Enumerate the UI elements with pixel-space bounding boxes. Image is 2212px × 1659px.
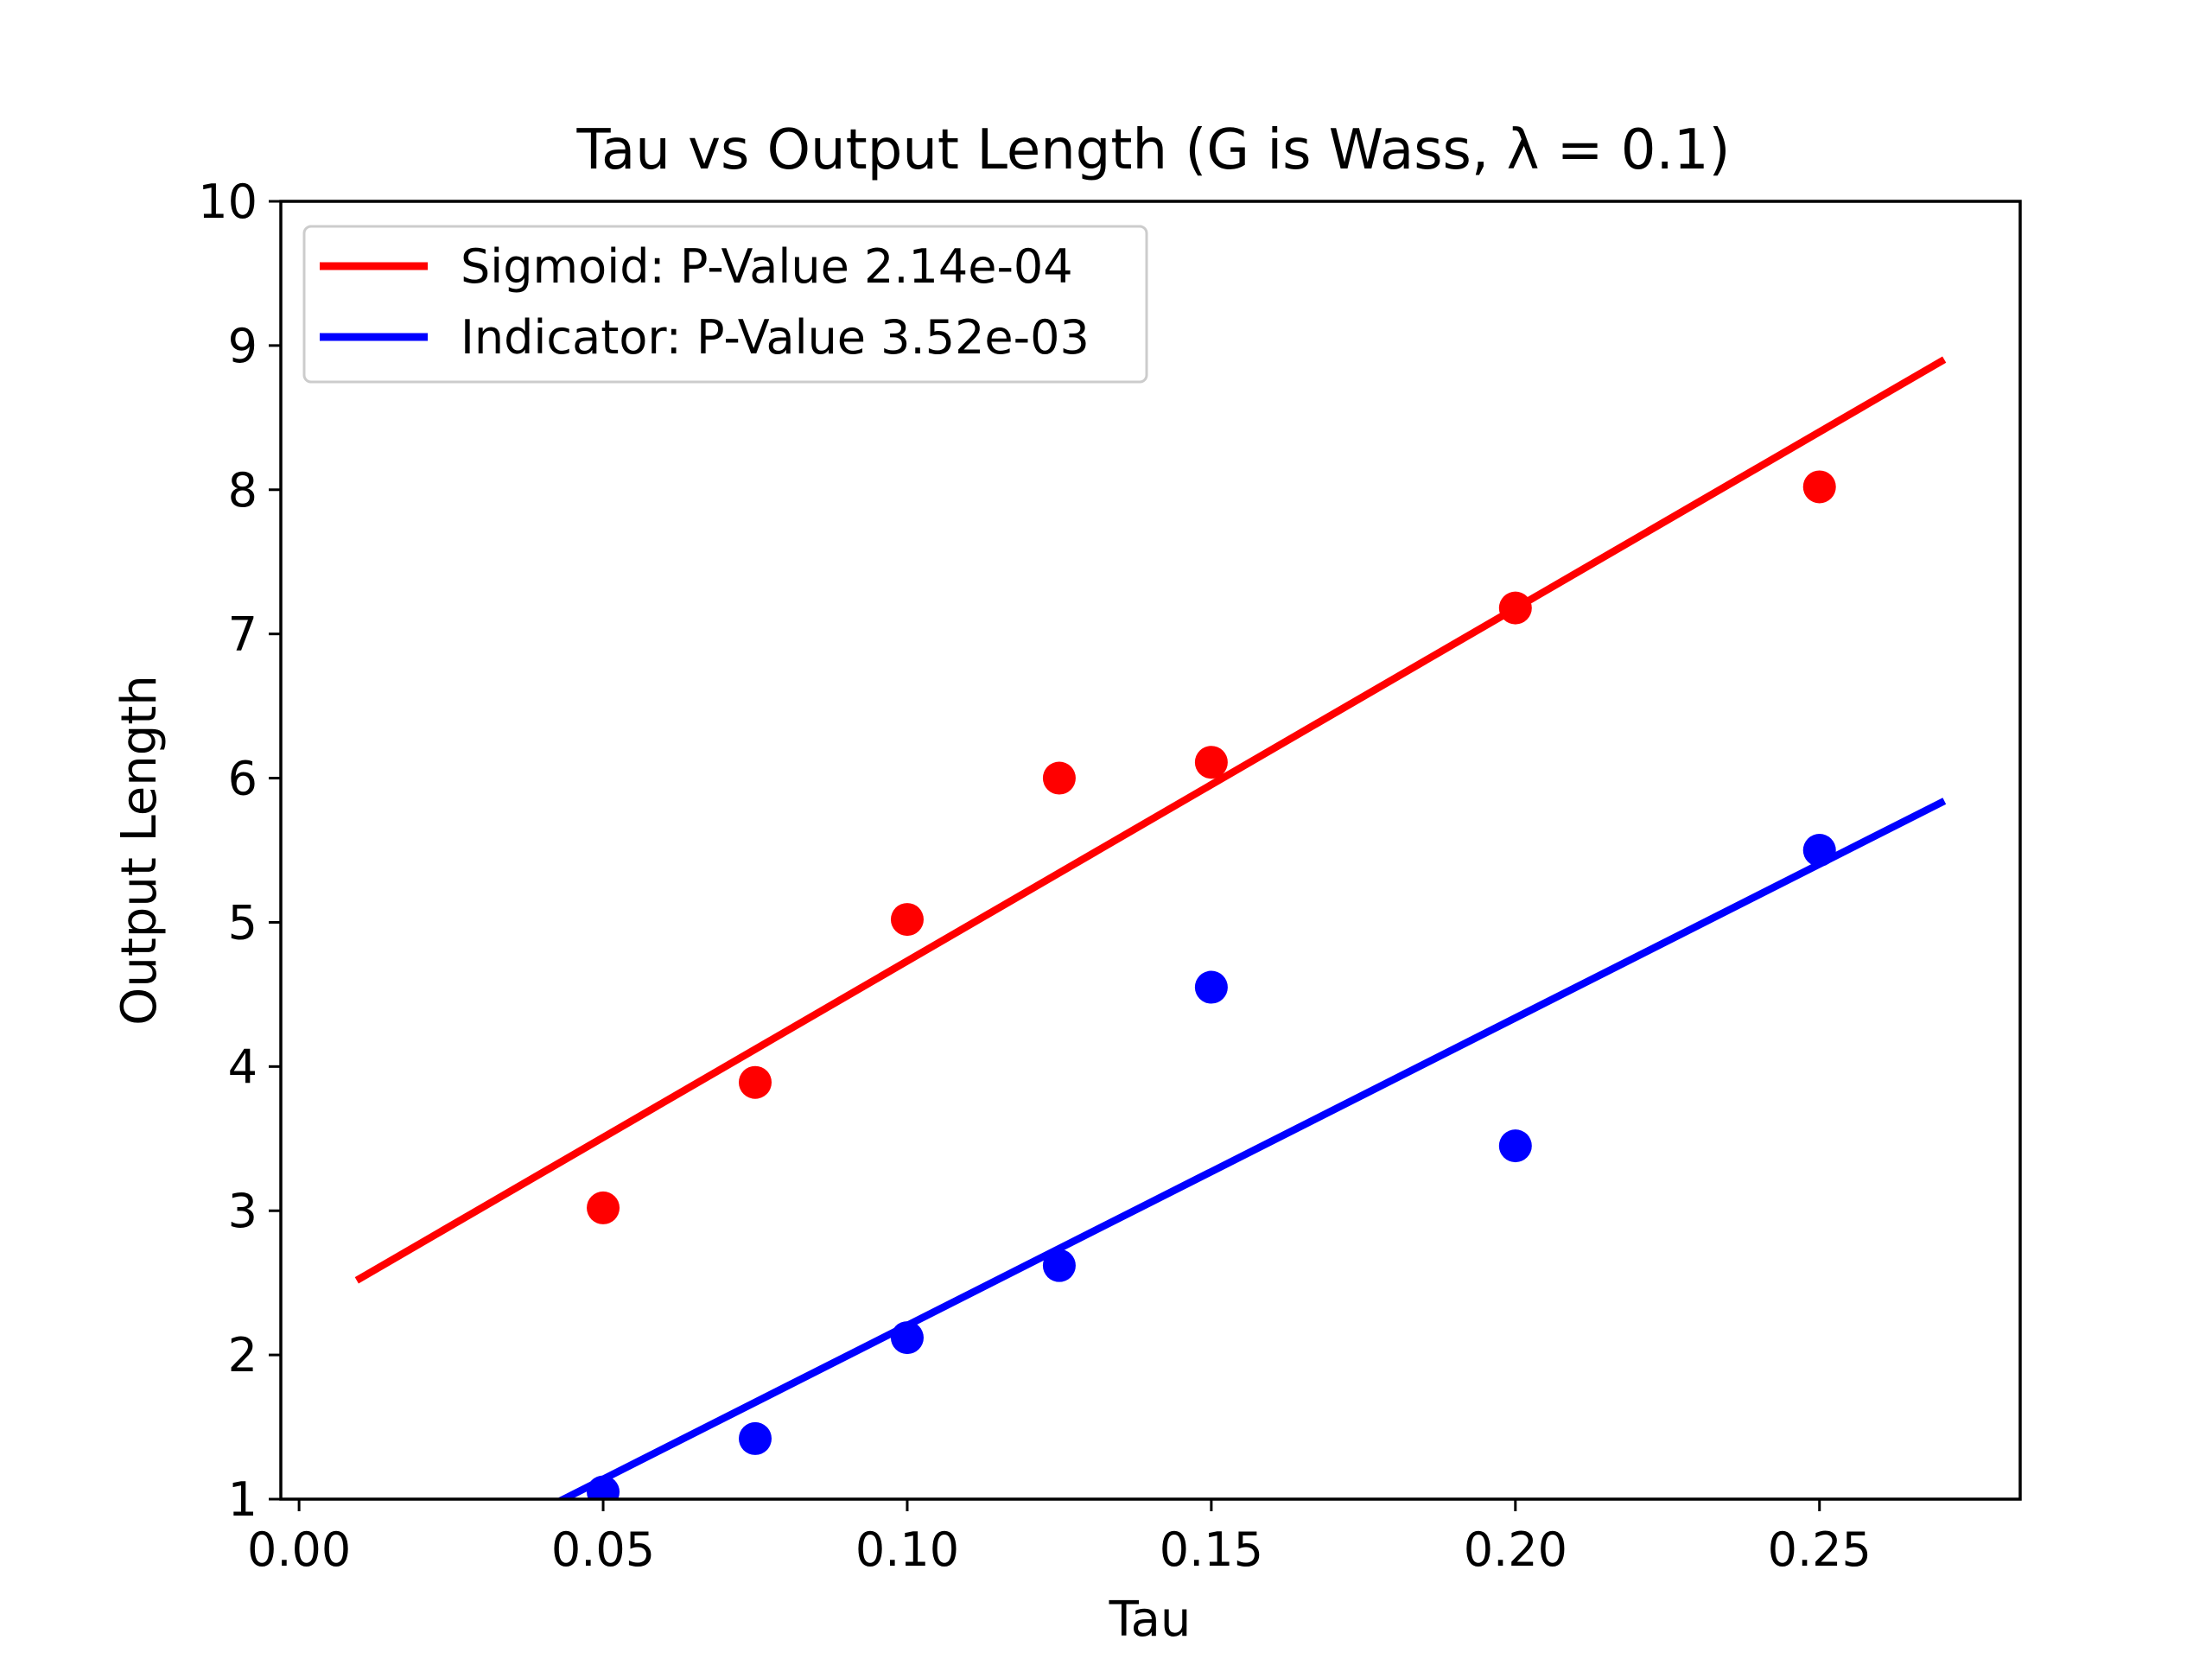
data-point-series-0-1 [739, 1065, 772, 1099]
y-tick-label: 4 [228, 1039, 257, 1094]
plot-frame [279, 200, 2022, 1501]
data-point-series-1-5 [1498, 1129, 1532, 1163]
data-point-series-0-2 [890, 903, 924, 937]
y-tick-label: 2 [228, 1328, 257, 1382]
y-tick-label: 5 [228, 895, 257, 950]
legend-label-sigmoid: Sigmoid: P-Value 2.14e-04 [461, 239, 1073, 294]
x-tick-label: 0.10 [855, 1522, 959, 1577]
x-tick-label: 0.15 [1160, 1522, 1263, 1577]
data-point-series-0-4 [1194, 746, 1228, 779]
data-point-series-0-0 [587, 1191, 620, 1224]
y-tick-label: 3 [228, 1184, 257, 1238]
y-tick-label: 6 [228, 752, 257, 806]
axes: 0.00 0.05 0.10 0.15 0.20 0.25 1 2 3 4 5 6 7 8 9 10 [198, 175, 2022, 1577]
data-point-series-0-5 [1498, 591, 1532, 625]
x-tick-label: 0.25 [1768, 1522, 1872, 1577]
data-point-series-1-4 [1194, 970, 1228, 1004]
x-tick-label: 0.20 [1464, 1522, 1567, 1577]
data-point-series-0-3 [1042, 761, 1076, 795]
data-point-series-1-1 [739, 1421, 772, 1455]
plot-area [354, 356, 1947, 1499]
x-tick-label: 0.00 [247, 1522, 351, 1577]
fit-line-series-0 [354, 356, 1947, 1284]
y-axis-label: Output Length [111, 675, 168, 1025]
y-tick-label: 9 [228, 319, 257, 373]
x-tick-label: 0.05 [551, 1522, 655, 1577]
chart-title: Tau vs Output Length (G is Wass, λ = 0.1… [575, 118, 1730, 182]
data-point-series-1-0 [587, 1475, 620, 1499]
data-point-series-1-3 [1042, 1249, 1076, 1282]
fit-line-series-1 [558, 798, 1947, 1499]
data-point-series-0-6 [1802, 470, 1836, 504]
legend: Sigmoid: P-Value 2.14e-04 Indicator: P-V… [302, 225, 1148, 384]
legend-label-indicator: Indicator: P-Value 3.52e-03 [461, 310, 1090, 365]
legend-box [302, 225, 1148, 384]
y-tick-label: 8 [228, 463, 257, 518]
y-tick-label: 1 [228, 1472, 257, 1527]
x-axis-label: Tau [1109, 1592, 1192, 1648]
data-point-series-1-2 [890, 1321, 924, 1355]
y-tick-label: 7 [228, 607, 257, 662]
data-point-series-1-6 [1802, 834, 1836, 867]
y-tick-label: 10 [198, 175, 257, 229]
